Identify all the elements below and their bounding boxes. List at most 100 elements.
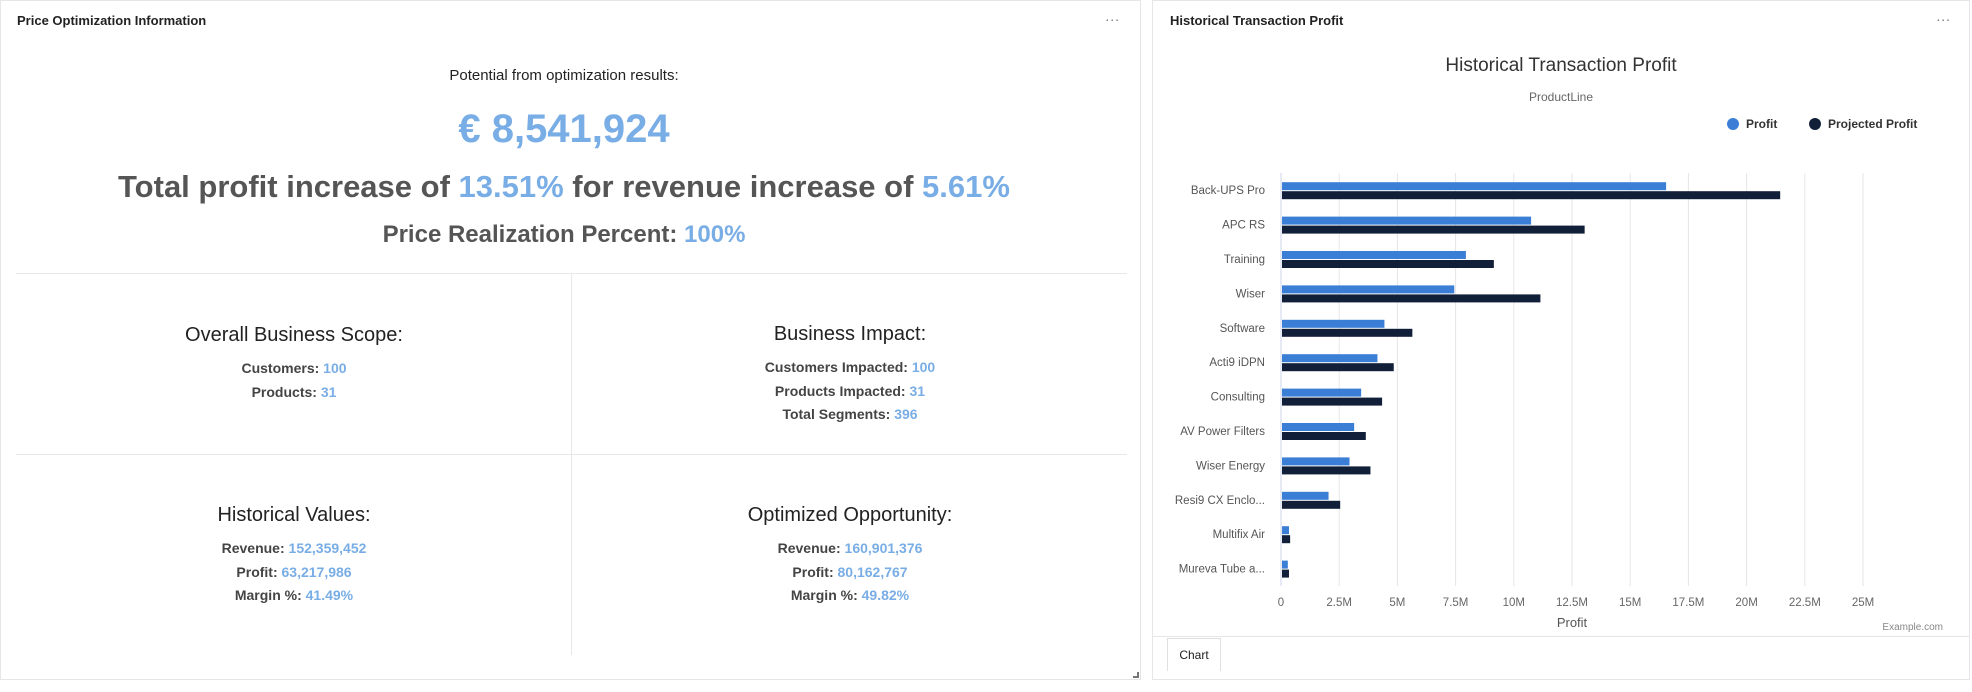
metric-value: 152,359,452 <box>288 540 367 556</box>
tab-strip <box>1153 636 1969 637</box>
divider <box>16 273 1127 274</box>
optimized-opportunity-section: Optimized Opportunity: Revenue: 160,901,… <box>572 504 1128 608</box>
chart-credits: Example.com <box>1882 622 1943 633</box>
legend-marker-profit <box>1727 118 1739 130</box>
x-tick-label: 2.5M <box>1326 597 1352 609</box>
metric-label: Total Segments: <box>782 406 891 422</box>
panel-title: Price Optimization Information <box>17 13 207 28</box>
x-tick-label: 12.5M <box>1556 597 1588 609</box>
bar-projected-profit <box>1282 432 1366 440</box>
increase-prefix: Total profit increase of <box>118 169 459 204</box>
metric-label: Margin %: <box>234 587 302 603</box>
business-impact-section: Business Impact: Customers Impacted: 100… <box>572 323 1128 427</box>
metric-label: Customers Impacted: <box>764 359 908 375</box>
metric-row: Margin %: 41.49% <box>16 584 572 608</box>
category-label: Wiser Energy <box>1196 460 1265 472</box>
potential-value: € 8,541,924 <box>458 107 670 151</box>
revenue-increase-value: 5.61% <box>922 169 1010 204</box>
realization-value: 100% <box>684 221 746 248</box>
tab-chart[interactable]: Chart <box>1167 638 1221 671</box>
category-label: Software <box>1220 323 1265 335</box>
increase-summary: Total profit increase of 13.51% for reve… <box>1 169 1127 205</box>
section-title: Historical Values: <box>217 504 371 526</box>
metric-row: Products: 31 <box>16 381 572 405</box>
bar-projected-profit <box>1282 569 1289 578</box>
metric-row: Customers Impacted: 100 <box>572 356 1128 380</box>
metric-row: Customers: 100 <box>16 357 572 381</box>
section-title: Business Impact: <box>773 323 927 345</box>
metric-label: Revenue: <box>777 540 841 556</box>
category-label: Mureva Tube a... <box>1179 564 1265 576</box>
bar-projected-profit <box>1282 294 1541 303</box>
legend-label-projected: Projected Profit <box>1828 117 1917 131</box>
bar-projected-profit <box>1282 500 1341 509</box>
bar-projected-profit <box>1282 225 1585 234</box>
profit-chart: Historical Transaction Profit ProductLine… <box>1175 55 1943 633</box>
increase-middle: for revenue increase of <box>563 169 923 204</box>
bar-profit <box>1282 354 1378 363</box>
metric-label: Profit: <box>792 563 834 580</box>
category-label: Training <box>1224 254 1265 266</box>
metric-row: Revenue: 152,359,452 <box>16 537 572 561</box>
metric-label: Profit: <box>236 563 278 580</box>
section-title: Optimized Opportunity: <box>747 504 953 526</box>
metric-label: Products Impacted: <box>774 382 906 399</box>
metric-row: Profit: 63,217,986 <box>16 561 572 585</box>
section-title: Overall Business Scope: <box>185 324 403 346</box>
panel-menu-icon[interactable]: ... <box>1105 8 1120 24</box>
bar-profit <box>1282 216 1532 225</box>
bar-profit <box>1282 251 1466 259</box>
x-tick-label: 15M <box>1619 597 1641 609</box>
x-tick-label: 7.5M <box>1443 597 1469 609</box>
category-label: Acti9 iDPN <box>1209 357 1265 369</box>
category-label: Consulting <box>1211 392 1265 404</box>
metric-value: 41.49% <box>305 587 354 603</box>
metric-value: 80,162,767 <box>837 563 908 580</box>
chart-title: Historical Transaction Profit <box>1445 55 1677 76</box>
bar-projected-profit <box>1282 191 1781 200</box>
panel-menu-icon[interactable]: ... <box>1936 8 1951 24</box>
bar-profit <box>1282 319 1385 328</box>
panel-title: Historical Transaction Profit <box>1170 13 1344 28</box>
bar-profit <box>1282 457 1350 466</box>
metric-value: 160,901,376 <box>844 540 923 556</box>
realization-label: Price Realization Percent: <box>382 221 685 248</box>
metric-row: Margin %: 49.82% <box>572 584 1128 608</box>
x-tick-label: 17.5M <box>1672 597 1704 609</box>
category-label: Back-UPS Pro <box>1191 185 1265 197</box>
x-axis-title: Profit <box>1557 615 1588 630</box>
bar-profit <box>1282 423 1355 431</box>
bar-projected-profit <box>1282 260 1494 268</box>
divider <box>571 274 572 655</box>
bar-projected-profit <box>1282 328 1413 337</box>
legend-label-profit: Profit <box>1746 117 1777 131</box>
x-tick-label: 10M <box>1503 597 1525 609</box>
metric-row: Profit: 80,162,767 <box>572 561 1128 585</box>
metric-label: Customers: <box>241 360 320 376</box>
price-realization: Price Realization Percent: 100% <box>1 221 1127 249</box>
x-tick-label: 25M <box>1852 597 1874 609</box>
category-label: Resi9 CX Enclo... <box>1175 495 1265 507</box>
metric-row: Products Impacted: 31 <box>572 380 1128 404</box>
x-tick-label: 5M <box>1389 597 1405 609</box>
metric-value: 396 <box>894 406 918 422</box>
metric-row: Total Segments: 396 <box>572 403 1128 427</box>
x-tick-label: 22.5M <box>1789 597 1821 609</box>
bar-profit <box>1282 285 1455 294</box>
chart-subtitle: ProductLine <box>1529 90 1593 104</box>
category-label: AV Power Filters <box>1180 426 1265 438</box>
bar-projected-profit <box>1282 397 1383 406</box>
price-optimization-panel: Price Optimization Information ... Poten… <box>0 0 1141 680</box>
resize-handle[interactable] <box>1133 672 1139 678</box>
x-tick-label: 0 <box>1278 597 1284 609</box>
metric-value: 31 <box>320 383 337 400</box>
bar-projected-profit <box>1282 363 1394 372</box>
potential-label: Potential from optimization results: <box>449 67 679 84</box>
category-label: Wiser <box>1236 288 1266 300</box>
bar-projected-profit <box>1282 535 1291 544</box>
historical-values-section: Historical Values: Revenue: 152,359,452 … <box>16 504 572 608</box>
business-scope-section: Overall Business Scope: Customers: 100 P… <box>16 324 572 404</box>
metric-value: 100 <box>323 360 347 376</box>
metric-value: 31 <box>909 382 926 399</box>
bar-profit <box>1282 491 1329 500</box>
